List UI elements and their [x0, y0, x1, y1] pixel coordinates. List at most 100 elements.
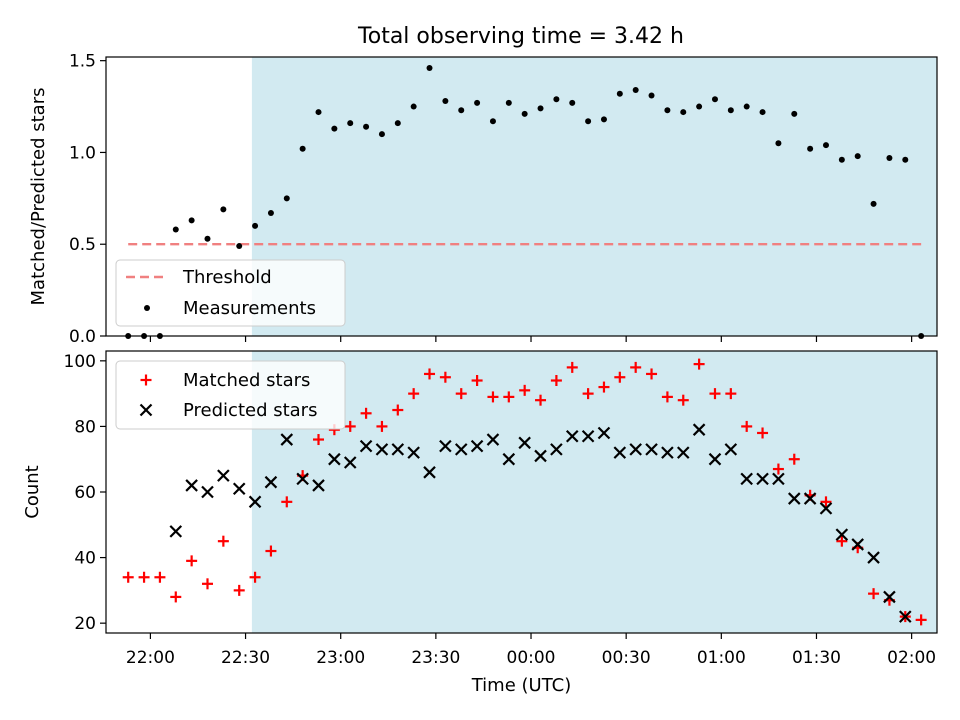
- cross-stroke: [851, 538, 864, 551]
- cross-stroke: [312, 479, 325, 492]
- measurement-point: [267, 210, 274, 217]
- measurement-point: [331, 125, 338, 132]
- y-tick-label: 20: [74, 614, 96, 634]
- cross-stroke: [803, 492, 817, 505]
- predicted-point: [486, 433, 500, 446]
- legend-cross-marker: [139, 403, 153, 417]
- cross-stroke: [597, 426, 611, 440]
- x-tick-label: 02:00: [887, 648, 936, 668]
- matched-point: [376, 420, 388, 432]
- matched-point: [344, 420, 356, 432]
- matched-point: [693, 358, 705, 370]
- measurement-point: [474, 99, 481, 106]
- top-y-ticks: 0.0 0.5 1.0 1.5: [69, 52, 106, 347]
- matched-point: [868, 588, 880, 600]
- x-tick-label: 00:30: [602, 648, 651, 668]
- count-points: [122, 358, 927, 626]
- matched-point: [170, 591, 182, 603]
- cross-stroke: [502, 452, 516, 466]
- y-tick-label: 40: [74, 549, 96, 569]
- cross-stroke: [740, 472, 753, 486]
- matched-point: [249, 571, 261, 583]
- cross-stroke: [629, 443, 642, 456]
- cross-stroke: [391, 443, 405, 456]
- matched-point: [217, 535, 229, 547]
- y-tick-label: 0.0: [69, 327, 96, 347]
- predicted-point: [312, 479, 325, 492]
- observing-window-shade-bottom: [251, 351, 937, 633]
- predicted-point: [391, 443, 405, 456]
- predicted-point: [803, 492, 817, 505]
- matched-point: [439, 371, 451, 383]
- matched-point: [233, 584, 245, 596]
- matched-point: [186, 555, 198, 567]
- predicted-point: [661, 446, 674, 459]
- measurement-point: [505, 99, 512, 106]
- matched-point: [677, 394, 689, 406]
- measurement-point: [172, 226, 179, 233]
- measurement-point: [426, 65, 433, 72]
- bottom-y-ticks: 20 40 60 80 100: [64, 352, 106, 634]
- predicted-point: [740, 472, 753, 486]
- cross-stroke: [692, 423, 706, 436]
- cross-stroke: [819, 502, 833, 515]
- measurement-point: [521, 110, 528, 117]
- legend-matched-swatch: [140, 374, 152, 386]
- cross-stroke: [343, 456, 357, 469]
- predicted-point: [708, 452, 722, 466]
- matched-point: [614, 371, 626, 383]
- cross-stroke: [708, 452, 722, 466]
- measurement-point: [696, 103, 703, 110]
- legend-measurements-label: Measurements: [183, 298, 316, 319]
- y-tick-label: 60: [74, 483, 96, 503]
- legend-predicted-label: Predicted stars: [183, 400, 317, 421]
- measurement-points: [125, 65, 925, 339]
- cross-stroke: [676, 446, 690, 459]
- cross-stroke: [899, 610, 912, 623]
- predicted-point: [232, 482, 246, 495]
- measurement-point: [252, 222, 259, 229]
- predicted-point: [867, 551, 880, 564]
- cross-stroke: [661, 446, 674, 459]
- matched-point: [281, 496, 293, 508]
- matched-point: [582, 388, 594, 400]
- predicted-point: [423, 466, 436, 479]
- matched-point: [741, 420, 753, 432]
- predicted-point: [217, 469, 230, 482]
- predicted-point: [613, 446, 627, 459]
- cross-stroke: [756, 472, 769, 486]
- ratio-panel: 0.0 0.5 1.0 1.5 Matched/Predicted stars Thr…: [28, 52, 938, 347]
- cross-stroke: [724, 443, 738, 456]
- cross-stroke: [613, 446, 627, 459]
- x-tick-label: 00:00: [507, 648, 556, 668]
- predicted-point: [787, 492, 801, 505]
- predicted-point: [518, 436, 531, 450]
- cross-stroke: [581, 429, 595, 443]
- matched-point: [836, 535, 848, 547]
- matched-point: [424, 368, 436, 380]
- measurement-point: [711, 96, 718, 103]
- cross-stroke: [470, 439, 484, 453]
- cross-stroke: [375, 443, 389, 456]
- matched-point: [535, 394, 547, 406]
- count-panel: 20 40 60 80 100 22:00 22:30 23:00 23:30 00:00 00:…: [22, 350, 938, 696]
- cross-stroke: [534, 449, 547, 463]
- legend-plus-marker: [140, 374, 152, 386]
- predicted-point: [534, 449, 547, 463]
- measurement-point: [458, 107, 465, 114]
- measurement-point: [489, 118, 496, 125]
- bottom-legend-box: [115, 360, 346, 430]
- x-axis-label: Time (UTC): [471, 675, 572, 696]
- predicted-point: [597, 426, 611, 440]
- measurement-point: [569, 99, 576, 106]
- cross-stroke: [439, 439, 452, 453]
- matched-point: [265, 545, 277, 557]
- measurement-point: [363, 123, 370, 130]
- x-tick-label: 01:30: [792, 648, 841, 668]
- matched-point: [550, 375, 562, 387]
- matched-point: [820, 496, 832, 508]
- legend-matched-label: Matched stars: [183, 370, 310, 391]
- measurement-point: [743, 103, 750, 110]
- predicted-point: [375, 443, 389, 456]
- cross-stroke: [359, 439, 373, 453]
